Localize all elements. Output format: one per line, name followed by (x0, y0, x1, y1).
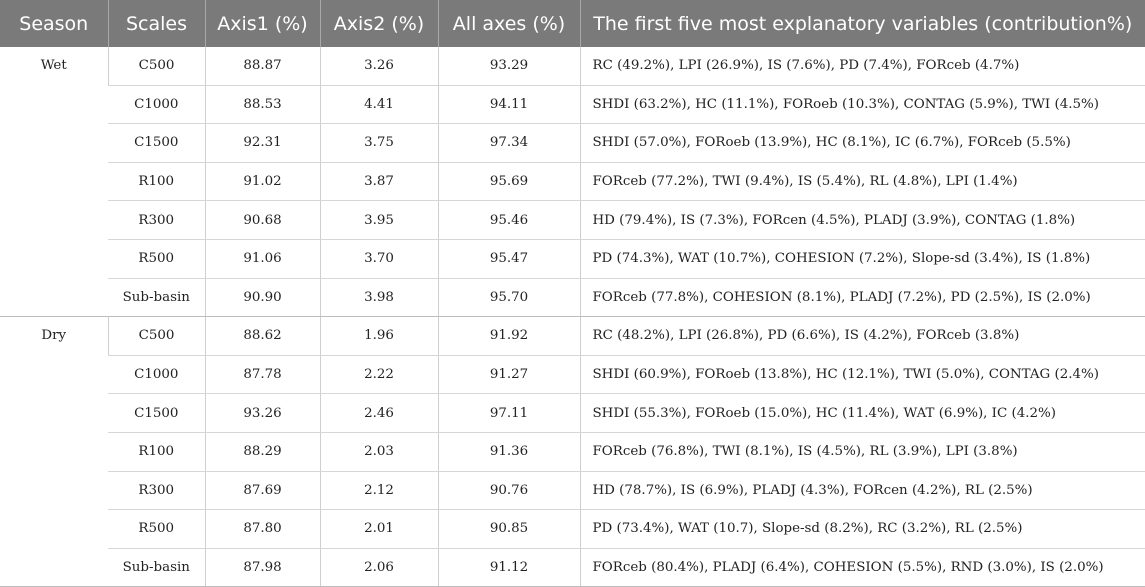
all-axes-cell: 94.11 (437, 85, 580, 125)
variables-cell: SHDI (57.0%), FORoeb (13.9%), HC (8.1%),… (579, 123, 1145, 163)
table-body: Wet C500 88.87 3.26 93.29 RC (49.2%), LPI (26… (0, 47, 1145, 587)
scale-cell: R500 (108, 509, 205, 549)
axis2-cell: 3.26 (319, 47, 438, 86)
scale-cell: R300 (108, 471, 205, 511)
all-axes-cell: 95.69 (437, 162, 580, 202)
variables-cell: FORceb (80.4%), PLADJ (6.4%), COHESION (… (579, 548, 1145, 587)
variables-cell: PD (73.4%), WAT (10.7), Slope-sd (8.2%),… (579, 509, 1145, 549)
table-row: C1000 88.53 4.41 94.11 SHDI (63.2%), HC (11.… (0, 85, 1145, 125)
header-season: Season (0, 0, 108, 47)
table-row: R100 88.29 2.03 91.36 FORceb (76.8%), TWI (8… (0, 432, 1145, 472)
axis2-cell: 1.96 (319, 316, 438, 356)
axis2-cell: 3.75 (319, 123, 438, 163)
axis2-cell: 2.46 (319, 393, 438, 433)
scale-cell: Sub-basin (108, 278, 205, 318)
all-axes-cell: 93.29 (437, 47, 580, 86)
axis1-cell: 87.98 (204, 548, 320, 587)
axis2-cell: 3.95 (319, 200, 438, 240)
axis2-cell: 2.01 (319, 509, 438, 549)
axis1-cell: 87.80 (204, 509, 320, 549)
table-row: C1500 93.26 2.46 97.11 SHDI (55.3%), FORoeb … (0, 393, 1145, 433)
axis1-cell: 88.29 (204, 432, 320, 472)
table-row: R500 87.80 2.01 90.85 PD (73.4%), WAT (10.7)… (0, 509, 1145, 549)
all-axes-cell: 91.12 (437, 548, 580, 587)
all-axes-cell: 97.11 (437, 393, 580, 433)
table-row: R500 91.06 3.70 95.47 PD (74.3%), WAT (10.7%… (0, 239, 1145, 279)
axis2-cell: 3.87 (319, 162, 438, 202)
all-axes-cell: 95.70 (437, 278, 580, 318)
variables-cell: FORceb (76.8%), TWI (8.1%), IS (4.5%), R… (579, 432, 1145, 472)
scale-cell: C1000 (108, 85, 205, 125)
variables-cell: RC (49.2%), LPI (26.9%), IS (7.6%), PD (… (579, 47, 1145, 86)
scale-cell: R100 (108, 432, 205, 472)
variables-cell: HD (78.7%), IS (6.9%), PLADJ (4.3%), FOR… (579, 471, 1145, 511)
scale-cell: C500 (107, 316, 205, 356)
table-row: R300 87.69 2.12 90.76 HD (78.7%), IS (6.9%),… (0, 471, 1145, 511)
all-axes-cell: 95.47 (437, 239, 580, 279)
table-row: R300 90.68 3.95 95.46 HD (79.4%), IS (7.3%),… (0, 200, 1145, 240)
variables-cell: HD (79.4%), IS (7.3%), FORcen (4.5%), PL… (579, 200, 1145, 240)
table-row: R100 91.02 3.87 95.69 FORceb (77.2%), TWI (9… (0, 162, 1145, 202)
all-axes-cell: 91.92 (437, 316, 580, 356)
axis2-cell: 2.12 (319, 471, 438, 511)
table-row: C1000 87.78 2.22 91.27 SHDI (60.9%), FORoeb … (0, 355, 1145, 395)
variables-cell: FORceb (77.8%), COHESION (8.1%), PLADJ (… (579, 278, 1145, 318)
table-row: Sub-basin 87.98 2.06 91.12 FORceb (80.4%), P… (0, 548, 1145, 587)
all-axes-cell: 91.27 (437, 355, 580, 395)
variables-cell: FORceb (77.2%), TWI (9.4%), IS (5.4%), R… (579, 162, 1145, 202)
axis1-cell: 88.53 (204, 85, 320, 125)
axis1-cell: 91.06 (204, 239, 320, 279)
axis1-cell: 93.26 (204, 393, 320, 433)
table-row: Wet C500 88.87 3.26 93.29 RC (49.2%), LPI (26… (0, 47, 1145, 318)
scale-cell: R300 (108, 200, 205, 240)
scale-cell: C1000 (108, 355, 205, 395)
season-cell: Dry (0, 316, 108, 587)
axis1-cell: 88.62 (204, 316, 320, 356)
variables-cell: SHDI (63.2%), HC (11.1%), FORoeb (10.3%)… (579, 85, 1145, 125)
variables-cell: SHDI (60.9%), FORoeb (13.8%), HC (12.1%)… (579, 355, 1145, 395)
header-axis2: Axis2 (%) (319, 0, 438, 47)
scale-cell: C500 (107, 47, 205, 86)
scale-cell: C1500 (108, 393, 205, 433)
axis2-cell: 4.41 (319, 85, 438, 125)
all-axes-cell: 90.85 (437, 509, 580, 549)
header-row: Season Scales Axis1 (%) Axis2 (%) All ax… (0, 0, 1145, 47)
variables-cell: SHDI (55.3%), FORoeb (15.0%), HC (11.4%)… (579, 393, 1145, 433)
header-variables: The first five most explanatory variable… (579, 0, 1145, 47)
all-axes-cell: 90.76 (437, 471, 580, 511)
season-cell: Wet (0, 47, 108, 318)
axis2-cell: 2.06 (319, 548, 438, 587)
axis1-cell: 87.78 (204, 355, 320, 395)
scale-cell: R100 (108, 162, 205, 202)
all-axes-cell: 97.34 (437, 123, 580, 163)
axis2-cell: 2.03 (319, 432, 438, 472)
axis1-cell: 87.69 (204, 471, 320, 511)
axis2-cell: 3.98 (319, 278, 438, 318)
table-header: Season Scales Axis1 (%) Axis2 (%) All ax… (0, 0, 1145, 47)
axis1-cell: 90.90 (204, 278, 320, 318)
variables-cell: PD (74.3%), WAT (10.7%), COHESION (7.2%)… (579, 239, 1145, 279)
scale-cell: C1500 (108, 123, 205, 163)
axis1-cell: 88.87 (204, 47, 320, 86)
table-row: Sub-basin 90.90 3.98 95.70 FORceb (77.8%), C… (0, 278, 1145, 318)
table-row: Dry C500 88.62 1.96 91.92 RC (48.2%), LPI (26… (0, 316, 1145, 587)
header-scales: Scales (107, 0, 205, 47)
axis2-cell: 2.22 (319, 355, 438, 395)
scale-cell: Sub-basin (108, 548, 205, 587)
axis1-cell: 90.68 (204, 200, 320, 240)
axis1-cell: 92.31 (204, 123, 320, 163)
header-all-axes: All axes (%) (437, 0, 580, 47)
variables-cell: RC (48.2%), LPI (26.8%), PD (6.6%), IS (… (579, 316, 1145, 356)
header-axis1: Axis1 (%) (204, 0, 320, 47)
all-axes-cell: 95.46 (437, 200, 580, 240)
scale-cell: R500 (108, 239, 205, 279)
all-axes-cell: 91.36 (437, 432, 580, 472)
axis1-cell: 91.02 (204, 162, 320, 202)
axis2-cell: 3.70 (319, 239, 438, 279)
table-row: C1500 92.31 3.75 97.34 SHDI (57.0%), FORoeb … (0, 123, 1145, 163)
